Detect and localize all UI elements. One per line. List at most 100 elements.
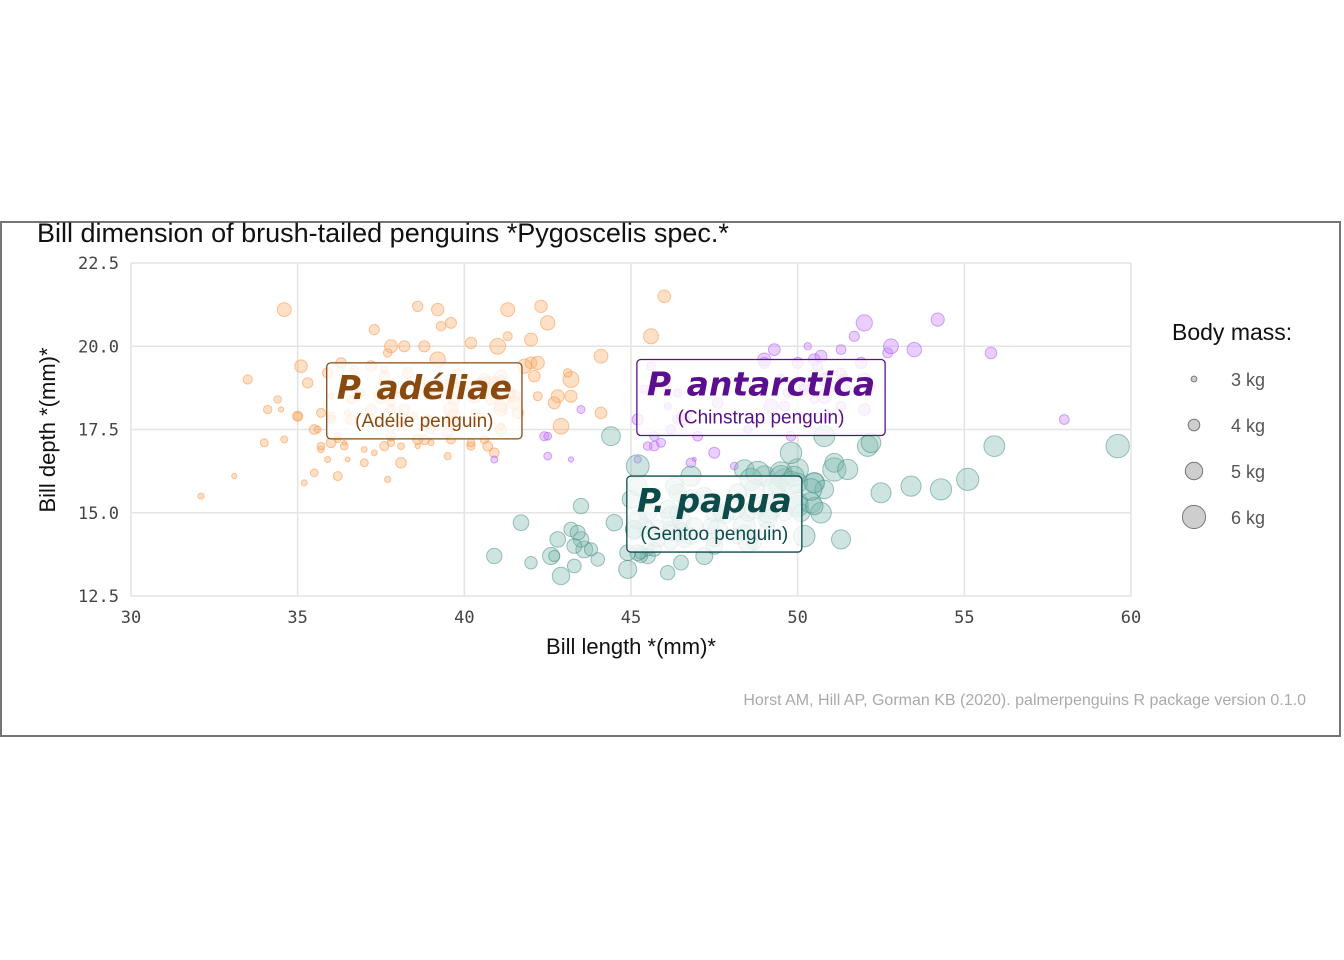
data-point-adelie <box>292 410 304 422</box>
data-point-chinstrap <box>576 405 586 414</box>
species-label-box <box>326 362 523 440</box>
data-point-adelie <box>562 371 580 388</box>
species-label-main: P. antarctica <box>647 365 875 404</box>
data-point-adelie <box>309 468 319 478</box>
data-point-adelie <box>368 324 380 336</box>
data-point-chinstrap <box>708 446 721 459</box>
data-point-adelie <box>524 332 538 347</box>
data-point-adelie <box>395 457 407 469</box>
data-point-chinstrap <box>1058 414 1070 425</box>
data-point-gentoo <box>929 478 953 501</box>
data-point-gentoo <box>486 547 503 565</box>
data-point-adelie <box>427 439 435 447</box>
data-point-gentoo <box>831 529 851 550</box>
data-point-chinstrap <box>767 343 781 357</box>
data-point-gentoo <box>566 538 583 554</box>
data-point-chinstrap <box>930 312 945 327</box>
data-point-adelie <box>294 359 308 374</box>
data-point-chinstrap <box>984 346 998 360</box>
data-point-adelie <box>418 340 431 353</box>
data-point-adelie <box>466 438 476 448</box>
data-point-adelie <box>384 339 398 354</box>
data-point-adelie <box>489 337 507 355</box>
legend-size-label: 6 kg <box>1231 508 1265 528</box>
data-point-adelie <box>293 411 303 421</box>
data-point-adelie <box>398 340 411 353</box>
data-point-adelie <box>280 435 289 444</box>
data-point-chinstrap <box>543 451 553 461</box>
data-point-gentoo <box>1105 433 1130 459</box>
data-point-adelie <box>382 348 393 358</box>
species-label-main: P. adéliae <box>337 368 512 407</box>
data-point-adelie <box>500 302 516 318</box>
data-point-gentoo <box>810 502 832 524</box>
species-label-sub: (Gentoo penguin) <box>640 524 788 545</box>
data-point-gentoo <box>549 531 567 548</box>
data-point-adelie <box>379 441 390 452</box>
data-point-gentoo <box>900 475 922 497</box>
species-label-sub: (Adélie penguin) <box>355 411 493 432</box>
data-point-adelie <box>594 406 608 420</box>
data-point-gentoo <box>605 514 623 532</box>
data-point-gentoo <box>618 559 638 579</box>
legend-size-key <box>1181 504 1207 530</box>
data-point-gentoo <box>601 426 621 447</box>
data-point-adelie <box>370 449 378 457</box>
data-point-gentoo <box>524 556 538 570</box>
data-point-chinstrap <box>803 342 812 351</box>
data-point-adelie <box>397 442 405 451</box>
data-point-adelie <box>412 300 424 312</box>
data-point-gentoo <box>625 454 650 479</box>
legend-size-key <box>1190 375 1198 383</box>
data-point-gentoo <box>956 467 980 491</box>
data-point-chinstrap <box>490 455 499 464</box>
data-point-chinstrap <box>835 344 847 356</box>
data-point-gentoo <box>660 565 676 581</box>
data-point-chinstrap <box>848 330 860 342</box>
data-point-adelie <box>488 447 500 459</box>
data-point-gentoo <box>583 542 599 557</box>
legend-size-key <box>1184 461 1204 481</box>
data-point-adelie <box>359 458 369 468</box>
legend-title: Body mass: <box>1172 319 1292 345</box>
data-point-adelie <box>552 417 570 435</box>
data-point-chinstrap <box>543 431 553 441</box>
data-point-adelie <box>593 348 609 364</box>
data-point-gentoo <box>799 478 823 501</box>
data-point-adelie <box>466 441 476 451</box>
species-label-adelie: P. adéliae (Adélie penguin) <box>326 362 523 440</box>
data-point-adelie <box>443 452 452 461</box>
data-point-gentoo <box>824 452 845 473</box>
data-point-adelie <box>313 425 322 434</box>
data-point-adelie <box>502 331 513 342</box>
data-point-adelie <box>384 475 392 483</box>
y-tick-label: 22.5 <box>78 254 119 274</box>
data-point-chinstrap <box>906 341 922 358</box>
x-tick-label: 35 <box>287 608 307 628</box>
data-point-adelie <box>231 473 238 480</box>
data-point-adelie <box>445 316 457 329</box>
data-point-adelie <box>300 479 308 487</box>
data-point-gentoo <box>779 441 803 464</box>
caption: Horst AM, Hill AP, Gorman KB (2020). pal… <box>743 692 1306 709</box>
data-point-gentoo <box>983 435 1006 458</box>
data-point-adelie <box>431 302 445 317</box>
x-tick-label: 45 <box>621 608 641 628</box>
x-tick-label: 30 <box>121 608 141 628</box>
data-point-adelie <box>562 368 573 378</box>
data-point-gentoo <box>548 549 561 563</box>
data-point-adelie <box>550 389 565 404</box>
species-label-sub: (Chinstrap penguin) <box>678 408 845 429</box>
series-gentoo <box>486 425 1130 586</box>
data-point-adelie <box>532 391 543 402</box>
species-label-gentoo: P. papua (Gentoo penguin) <box>626 475 803 553</box>
x-tick-label: 55 <box>954 608 974 628</box>
legend-size-label: 3 kg <box>1231 370 1265 390</box>
data-point-adelie <box>273 395 283 404</box>
species-labels: P. adéliae (Adélie penguin) P. antarctica (… <box>326 358 886 553</box>
data-point-chinstrap <box>649 440 660 452</box>
data-point-adelie <box>360 446 368 453</box>
data-point-adelie <box>332 471 343 482</box>
data-point-adelie <box>316 407 326 418</box>
size-legend: Body mass: 3 kg 4 kg 5 kg 6 kg <box>1172 319 1292 530</box>
